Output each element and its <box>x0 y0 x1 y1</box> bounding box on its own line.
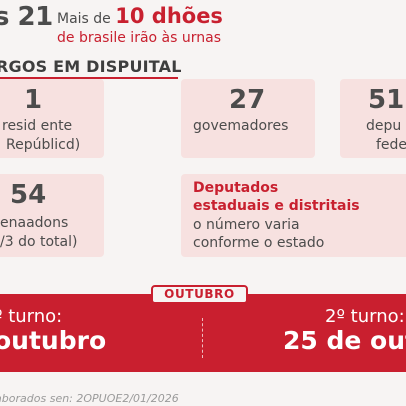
section-label: RGOS EM DISPUITAL <box>0 57 182 76</box>
section-divider <box>0 77 178 79</box>
card-governadores-number: 27 <box>229 85 266 115</box>
turn-2-date: 25 de out <box>283 326 406 355</box>
month-badge: OUTUBRO <box>151 285 248 304</box>
election-dates-band: º turno: outubro 2º turno: 25 de out <box>0 294 406 372</box>
turn-1-date: outubro <box>0 326 107 355</box>
header-line-2: de brasile irão às urnas <box>57 30 222 46</box>
header-highlight: 10 dhões <box>115 4 223 28</box>
header-summary: Mais de 10 dhões de brasile irão às urna… <box>57 3 223 46</box>
card-deputados-estaduais: Deputados estaduais e distritais o númer… <box>181 174 406 257</box>
card-deputados-federais-label-1: depu <box>366 118 402 134</box>
card-senadores-label-1: enaadons <box>0 215 69 231</box>
card-senadores-label-2: /3 do total) <box>0 234 78 250</box>
turn-1-label: º turno: <box>0 306 63 327</box>
card-governadores: 27 govemadores <box>181 79 315 158</box>
turn-2-label: 2º turno: <box>325 306 405 327</box>
card-deputados-estaduais-line-2: conforme o estado <box>193 235 325 251</box>
header-line-1: Mais de 10 dhões <box>57 3 223 32</box>
source-footer: laborados sen: 2OPUOE2/01/2026 <box>0 392 179 405</box>
card-governadores-label: govemadores <box>193 118 289 134</box>
card-deputados-federais-label-2: fede <box>376 137 406 153</box>
card-deputados-federais-number: 51 <box>368 85 405 115</box>
card-deputados-federais: 51 depu fede <box>340 79 406 158</box>
card-deputados-estaduais-line-1: o número varia <box>193 217 300 233</box>
card-deputados-estaduais-title-1: Deputados <box>193 180 279 196</box>
header-left-title: s 21 <box>0 2 53 32</box>
card-senadores-number: 54 <box>10 180 47 210</box>
card-presidente: 1 resid ente Repúblicd) <box>0 79 104 158</box>
card-presidente-label-2: Repúblicd) <box>6 137 81 153</box>
card-senadores: 54 enaadons /3 do total) <box>0 174 104 257</box>
band-divider <box>202 318 203 358</box>
card-presidente-label-1: resid ente <box>2 118 73 134</box>
card-presidente-number: 1 <box>24 85 43 115</box>
header-prefix: Mais de <box>57 11 116 27</box>
card-deputados-estaduais-title-2: estaduais e distritais <box>193 198 360 214</box>
